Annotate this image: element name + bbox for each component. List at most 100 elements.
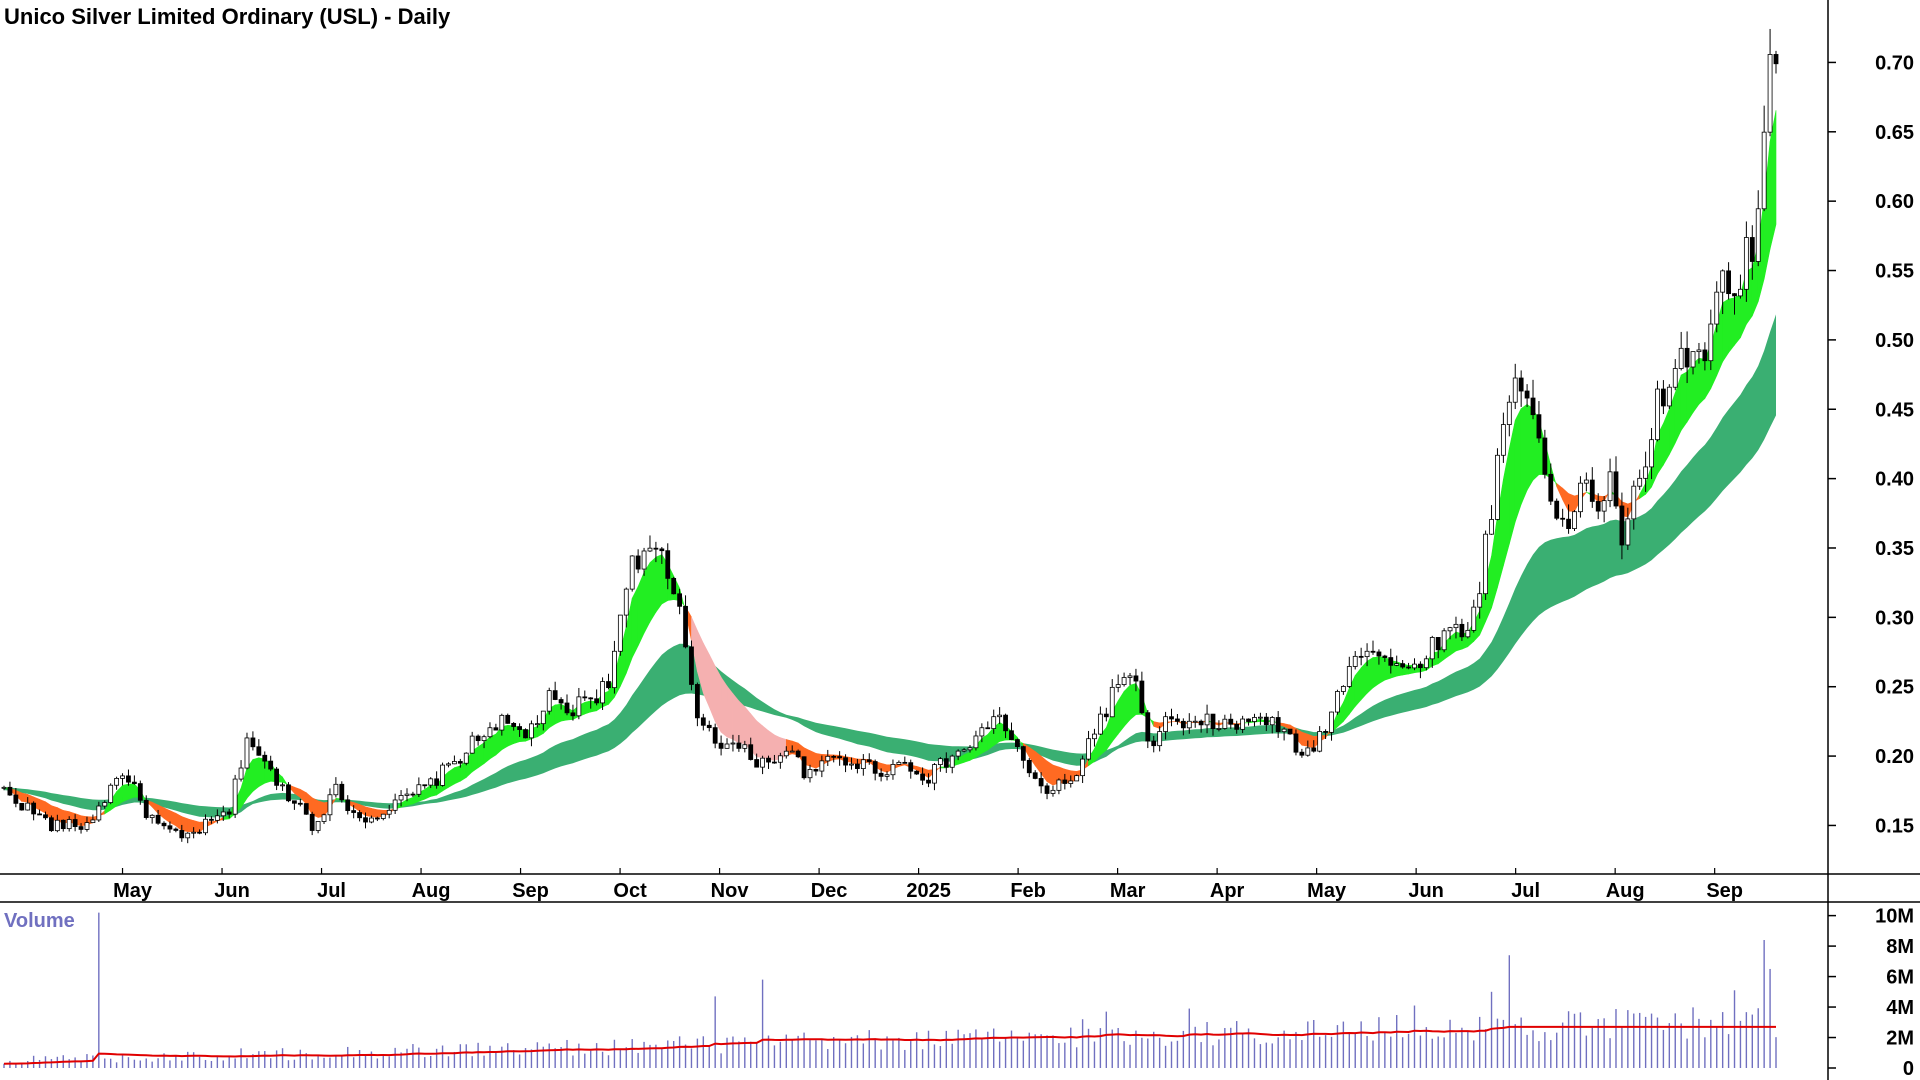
price-tick-label: 0.15 bbox=[1875, 815, 1914, 837]
candle-body bbox=[1364, 650, 1370, 658]
time-tick-label: Jul bbox=[1511, 880, 1540, 902]
candle-body bbox=[641, 550, 647, 570]
fast-band-segment bbox=[768, 730, 775, 761]
candle-body bbox=[1749, 237, 1755, 262]
candle-body bbox=[689, 646, 694, 685]
fast-band-segment bbox=[1568, 493, 1575, 512]
candle-body bbox=[244, 737, 250, 769]
candle-body bbox=[1477, 593, 1483, 608]
candle-body bbox=[499, 714, 505, 731]
candle-body bbox=[1548, 473, 1554, 502]
candle-body bbox=[167, 825, 173, 830]
candle-body bbox=[1649, 439, 1654, 468]
candle-body bbox=[487, 727, 493, 738]
candle-body bbox=[1382, 655, 1388, 658]
candle-body bbox=[1228, 718, 1234, 725]
candle-body bbox=[540, 710, 546, 725]
candle-body bbox=[665, 550, 671, 579]
fast-band-segment bbox=[649, 556, 657, 623]
candle-body bbox=[1252, 717, 1257, 722]
candle-body bbox=[1204, 713, 1210, 726]
candle-body bbox=[1258, 716, 1263, 719]
price-tick-label: 0.30 bbox=[1875, 607, 1914, 629]
candle-body bbox=[1180, 720, 1186, 729]
candle-body bbox=[1157, 731, 1163, 747]
candle-body bbox=[434, 778, 440, 786]
price-tick-label: 0.55 bbox=[1875, 261, 1914, 283]
candle-body bbox=[226, 811, 232, 815]
candle-body bbox=[677, 593, 683, 607]
candle-body bbox=[991, 716, 997, 729]
price-tick-label: 0.70 bbox=[1875, 52, 1914, 74]
fast-band-segment bbox=[1301, 731, 1309, 747]
candle-body bbox=[1370, 650, 1376, 653]
candle-body bbox=[1074, 775, 1080, 782]
candle-body bbox=[706, 724, 712, 729]
fast-band-segment bbox=[726, 685, 734, 740]
fast-band-segment bbox=[1449, 631, 1457, 656]
fast-band-segment bbox=[1562, 487, 1569, 512]
fast-band-segment bbox=[454, 765, 461, 785]
candle-body bbox=[1044, 785, 1050, 794]
candle-body bbox=[214, 815, 220, 821]
fast-band-segment bbox=[732, 692, 740, 744]
candle-body bbox=[1500, 424, 1506, 456]
candle-body bbox=[736, 742, 742, 749]
candle-body bbox=[558, 699, 564, 704]
fast-band-segment bbox=[1123, 684, 1131, 728]
candle-body bbox=[493, 727, 499, 731]
candle-body bbox=[1092, 733, 1097, 740]
fast-band-segment bbox=[448, 767, 455, 788]
candle-body bbox=[392, 799, 398, 811]
fast-band-segment bbox=[1503, 448, 1510, 566]
fast-band-segment bbox=[406, 796, 414, 806]
time-tick-label: Jul bbox=[317, 880, 346, 902]
fast-band-segment bbox=[1526, 403, 1534, 492]
candle-body bbox=[594, 698, 600, 704]
candle-body bbox=[66, 819, 72, 830]
candle-body bbox=[1761, 131, 1767, 210]
candle-body bbox=[191, 831, 197, 834]
candle-body bbox=[339, 783, 345, 801]
candle-body bbox=[321, 814, 327, 822]
volume-tick-label: 2M bbox=[1886, 1028, 1914, 1050]
candle-body bbox=[96, 805, 102, 821]
candle-body bbox=[31, 802, 37, 815]
fast-band-segment bbox=[489, 733, 497, 760]
candle-body bbox=[1317, 731, 1323, 752]
candle-body bbox=[505, 714, 511, 724]
fast-band-segment bbox=[371, 807, 378, 818]
candle-body bbox=[795, 750, 801, 758]
candle-body bbox=[617, 614, 623, 652]
candle-body bbox=[612, 650, 617, 689]
candle-body bbox=[1020, 746, 1026, 761]
fast-band-segment bbox=[252, 757, 260, 793]
candle-body bbox=[286, 784, 291, 802]
candle-body bbox=[517, 726, 522, 730]
fast-band-segment bbox=[1722, 298, 1729, 363]
fast-band-segment bbox=[1520, 403, 1528, 505]
time-tick-label: Feb bbox=[1010, 880, 1046, 902]
time-tick-label: Aug bbox=[1606, 880, 1645, 902]
fast-band-segment bbox=[169, 810, 177, 827]
time-tick-label: Dec bbox=[811, 880, 848, 902]
candle-body bbox=[78, 826, 84, 830]
fast-band-segment bbox=[181, 816, 189, 832]
fast-band-segment bbox=[424, 784, 432, 800]
candle-body bbox=[1518, 377, 1524, 392]
candle-body bbox=[1530, 397, 1536, 416]
volume-bars bbox=[3, 912, 1777, 1068]
candle-body bbox=[1589, 479, 1595, 502]
fast-band-segment bbox=[1680, 371, 1688, 432]
candle-body bbox=[19, 802, 25, 811]
fast-band-segment bbox=[116, 784, 123, 807]
candle-body bbox=[635, 555, 641, 570]
candle-body bbox=[973, 735, 979, 749]
candle-body bbox=[185, 832, 191, 839]
candle-body bbox=[469, 735, 475, 754]
candle-body bbox=[1566, 518, 1571, 529]
candle-body bbox=[884, 774, 890, 777]
candle-body bbox=[309, 813, 315, 831]
candle-body bbox=[570, 712, 576, 717]
candle-body bbox=[54, 819, 60, 832]
